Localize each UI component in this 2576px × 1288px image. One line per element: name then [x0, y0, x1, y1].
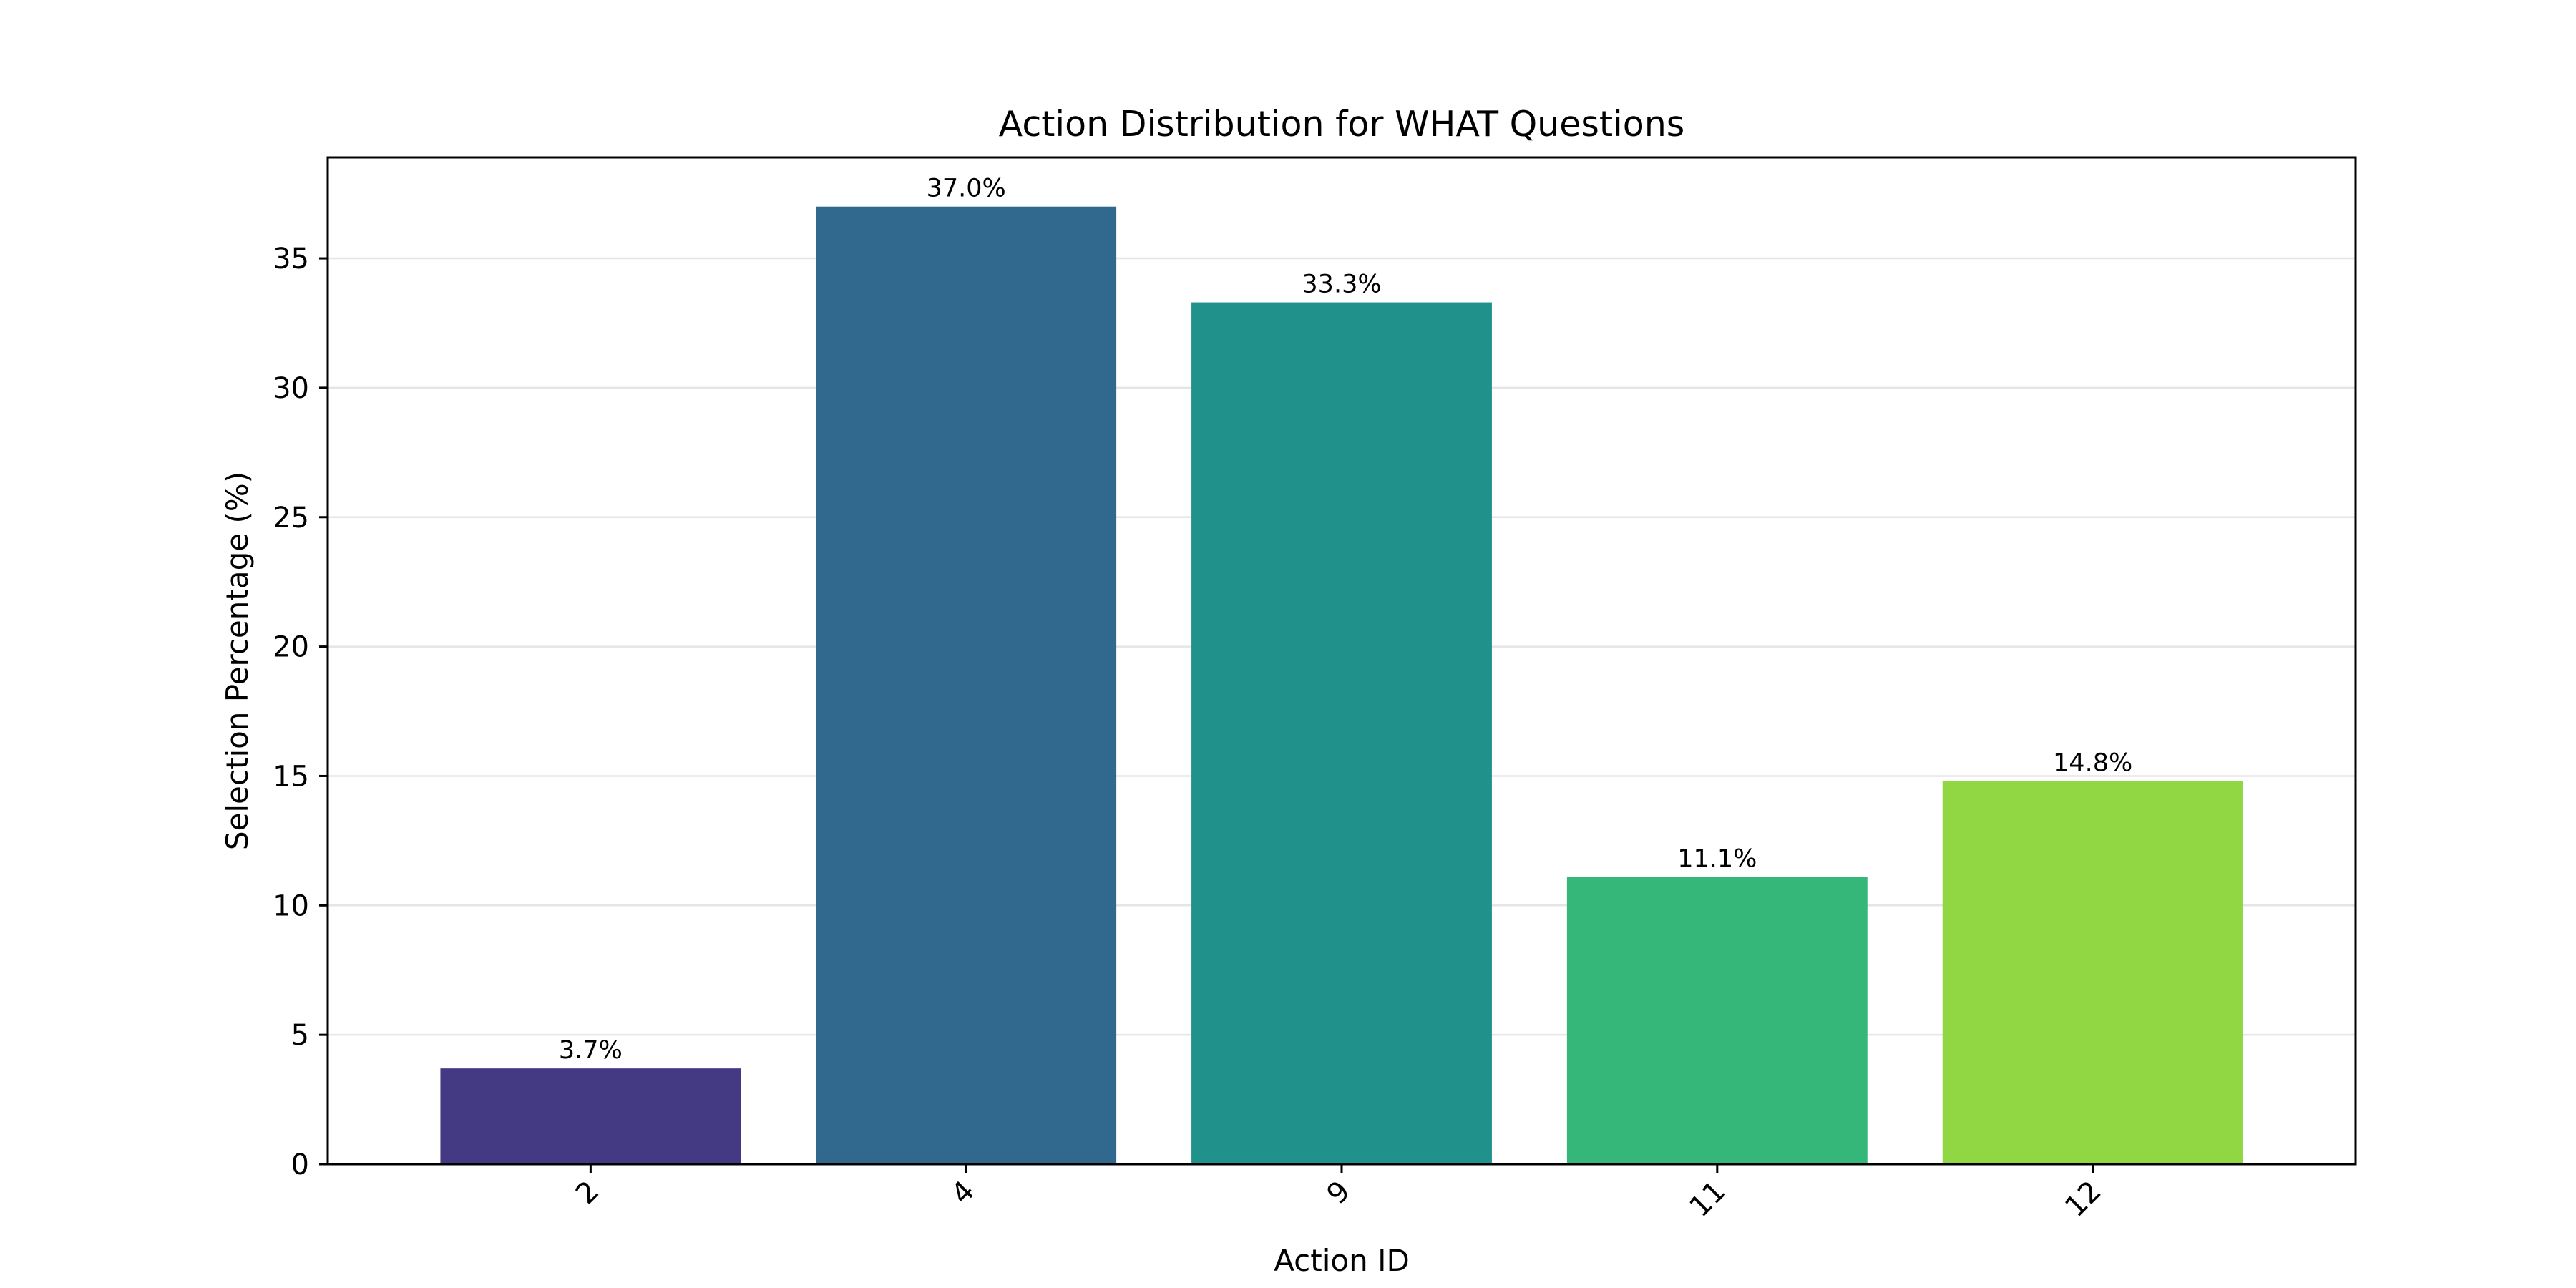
y-tick-label: 25 — [273, 502, 309, 535]
bar — [440, 1068, 741, 1164]
x-axis-ticks: 2 4 9 11 12 — [570, 1164, 2108, 1224]
x-tick-label: 12 — [2059, 1175, 2108, 1224]
y-tick-label: 20 — [273, 631, 309, 664]
bar — [1566, 877, 1868, 1164]
chart-title: Action Distribution for WHAT Questions — [999, 104, 1685, 145]
x-tick-label: 2 — [570, 1175, 606, 1211]
bar — [816, 206, 1117, 1164]
y-tick-label: 5 — [291, 1019, 309, 1052]
bar — [1191, 302, 1492, 1164]
bar-data-label: 11.1% — [1677, 845, 1757, 874]
x-axis-label: Action ID — [1274, 1243, 1410, 1278]
data-labels: 3.7% 37.0% 33.3% 11.1% 14.8% — [559, 175, 2132, 1065]
y-tick-label: 0 — [291, 1148, 309, 1181]
y-tick-label: 30 — [273, 372, 309, 405]
y-tick-label: 10 — [273, 889, 309, 922]
y-axis-ticks: 0 5 10 15 20 25 30 35 — [273, 243, 328, 1181]
x-tick-label: 4 — [945, 1175, 982, 1211]
bar-data-label: 37.0% — [927, 175, 1006, 203]
bar-data-label: 14.8% — [2053, 749, 2132, 778]
bar — [1942, 781, 2243, 1164]
y-tick-label: 15 — [273, 760, 309, 793]
bar-data-label: 33.3% — [1302, 270, 1381, 299]
y-axis-label: Selection Percentage (%) — [220, 472, 255, 850]
y-tick-label: 35 — [273, 243, 309, 275]
x-tick-label: 11 — [1683, 1175, 1732, 1224]
bar-data-label: 3.7% — [559, 1036, 623, 1065]
bars — [440, 206, 2243, 1164]
x-tick-label: 9 — [1321, 1175, 1357, 1211]
